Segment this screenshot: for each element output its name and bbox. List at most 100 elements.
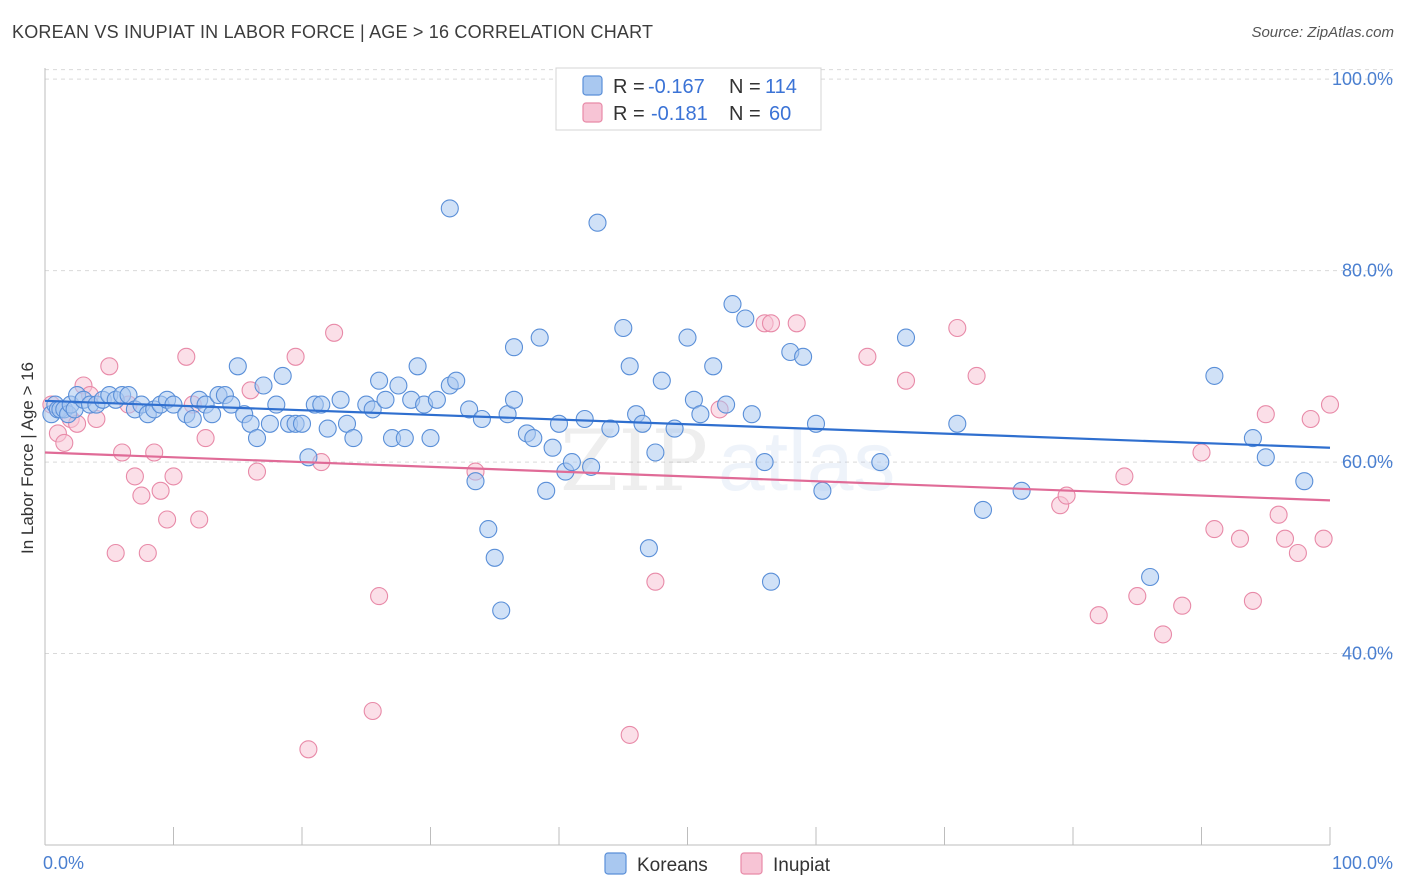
korean-point bbox=[755, 453, 774, 472]
korean-point bbox=[1243, 429, 1262, 448]
korean-point bbox=[537, 481, 556, 500]
inupiat-point bbox=[1275, 529, 1295, 548]
inupiat-point bbox=[896, 371, 916, 390]
korean-point bbox=[717, 395, 736, 414]
korean-point bbox=[472, 409, 491, 429]
korean-point bbox=[318, 419, 337, 438]
korean-r-value: -0.167 bbox=[648, 76, 705, 98]
inupiat-point bbox=[948, 318, 967, 338]
chart-title: KOREAN VS INUPIAT IN LABOR FORCE | AGE >… bbox=[12, 22, 654, 42]
inupiat-legend-swatch bbox=[582, 102, 603, 123]
korean-legend-swatch bbox=[582, 75, 603, 96]
korean-point bbox=[504, 390, 524, 409]
inupiat-point bbox=[286, 347, 305, 366]
inupiat-point bbox=[1269, 505, 1288, 524]
korean-point bbox=[896, 328, 916, 347]
korean-point bbox=[588, 213, 607, 232]
inupiat-point bbox=[299, 740, 318, 759]
korean-point bbox=[427, 390, 446, 409]
korean-point bbox=[639, 539, 658, 558]
inupiat-trend-line bbox=[44, 451, 1331, 502]
stats-legend: R = -0.167 N = 114 R = -0.181 N = 60 bbox=[555, 67, 822, 131]
korean-points bbox=[42, 199, 1314, 620]
inupiat-point bbox=[1301, 409, 1320, 429]
inupiat-n-value: 60 bbox=[769, 103, 791, 125]
korean-point bbox=[1012, 481, 1031, 500]
korean-n-value: 114 bbox=[765, 76, 797, 98]
inupiat-point bbox=[1128, 587, 1147, 606]
korean-point bbox=[562, 453, 581, 472]
inupiat-point bbox=[1153, 625, 1173, 644]
korean-point bbox=[376, 390, 395, 409]
korean-point bbox=[704, 357, 723, 376]
inupiat-point bbox=[646, 572, 665, 591]
korean-point bbox=[652, 371, 671, 390]
korean-point bbox=[504, 338, 524, 357]
inupiat-point bbox=[132, 486, 151, 505]
inupiat-n-label: N = bbox=[729, 103, 761, 125]
tick-labels: 40.0% 60.0% 80.0% 100.0% 0.0% 100.0% bbox=[43, 69, 1393, 873]
inupiat-point bbox=[1320, 395, 1340, 414]
korean-point bbox=[646, 443, 665, 462]
korean-r-label: R = bbox=[613, 76, 645, 98]
source-credit: Source: ZipAtlas.com bbox=[1251, 24, 1394, 41]
korean-point bbox=[813, 481, 832, 500]
inupiat-r-value: -0.181 bbox=[651, 103, 708, 125]
korean-point bbox=[723, 295, 742, 314]
korean-point bbox=[395, 429, 414, 448]
korean-point bbox=[1205, 366, 1224, 385]
inupiat-point bbox=[138, 543, 157, 563]
korean-point bbox=[273, 366, 292, 385]
inupiat-point bbox=[1192, 443, 1211, 462]
series-legend: Koreans Inupiat bbox=[604, 852, 831, 876]
inupiat-point bbox=[196, 429, 215, 448]
korean-point bbox=[575, 409, 594, 429]
korean-point bbox=[1141, 567, 1160, 587]
inupiat-point bbox=[158, 510, 177, 529]
inupiat-point bbox=[151, 481, 170, 500]
koreans-series-label: Koreans bbox=[637, 855, 708, 876]
inupiat-point bbox=[761, 314, 781, 333]
korean-point bbox=[530, 328, 549, 347]
korean-point bbox=[614, 318, 633, 338]
korean-point bbox=[447, 371, 466, 390]
korean-point bbox=[228, 357, 247, 376]
inupiat-point bbox=[177, 347, 196, 366]
korean-point bbox=[203, 405, 222, 424]
y-tick-label: 100.0% bbox=[1332, 69, 1393, 89]
inupiat-point bbox=[858, 347, 877, 366]
inupiat-point bbox=[164, 467, 183, 486]
korean-n-label: N = bbox=[729, 76, 761, 98]
inupiat-point bbox=[113, 443, 132, 462]
korean-point bbox=[543, 438, 562, 457]
inupiat-point bbox=[1314, 529, 1333, 548]
korean-point bbox=[582, 457, 601, 476]
inupiat-point bbox=[247, 462, 267, 481]
korean-point bbox=[761, 572, 781, 591]
inupiat-point bbox=[1089, 606, 1108, 625]
korean-point bbox=[794, 347, 813, 366]
inupiat-point bbox=[325, 323, 344, 342]
inupiat-point bbox=[106, 543, 125, 563]
koreans-series-swatch bbox=[604, 852, 627, 875]
y-tick-label: 40.0% bbox=[1342, 644, 1393, 664]
korean-point bbox=[1256, 448, 1275, 467]
korean-point bbox=[549, 414, 569, 433]
x-tick-label-min: 0.0% bbox=[43, 853, 84, 873]
inupiat-point bbox=[787, 314, 806, 333]
korean-point bbox=[440, 199, 459, 218]
korean-point bbox=[479, 520, 498, 539]
inupiat-point bbox=[100, 357, 119, 376]
x-tick-label-max: 100.0% bbox=[1332, 853, 1393, 873]
korean-point bbox=[742, 405, 761, 424]
korean-point bbox=[254, 376, 273, 395]
inupiat-point bbox=[55, 433, 74, 452]
korean-point bbox=[389, 376, 408, 395]
inupiat-point bbox=[1205, 520, 1224, 539]
korean-point bbox=[421, 429, 440, 448]
korean-point bbox=[524, 429, 543, 448]
korean-point bbox=[691, 405, 710, 424]
korean-point bbox=[485, 548, 504, 567]
inupiat-point bbox=[1243, 591, 1262, 610]
